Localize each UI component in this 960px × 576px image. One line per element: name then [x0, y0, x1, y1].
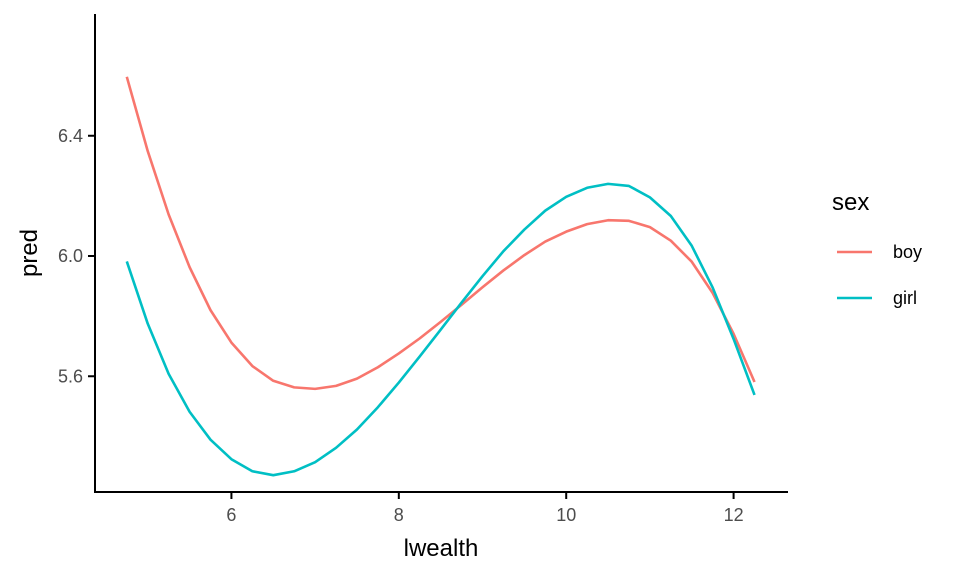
legend-items: boy girl	[837, 242, 922, 308]
legend-title: sex	[832, 189, 869, 216]
y-axis-title: pred	[16, 229, 43, 277]
y-tick-label: 6.4	[58, 126, 83, 146]
series-line-girl	[125, 182, 756, 477]
x-axis-title: lwealth	[404, 535, 479, 562]
x-tick-label: 10	[556, 505, 576, 525]
series-line-boy	[125, 76, 756, 391]
y-tick-label: 5.6	[58, 366, 83, 386]
legend-label-boy: boy	[893, 242, 922, 262]
x-tick-label: 6	[226, 505, 236, 525]
x-tick-label: 12	[724, 505, 744, 525]
x-ticks: 6 8 10 12	[226, 492, 744, 525]
x-tick-label: 8	[394, 505, 404, 525]
legend-label-girl: girl	[893, 288, 917, 308]
plot-lines	[125, 76, 756, 477]
legend: sex boy girl	[832, 189, 922, 308]
y-ticks: 5.6 6.0 6.4	[58, 126, 95, 386]
y-tick-label: 6.0	[58, 246, 83, 266]
